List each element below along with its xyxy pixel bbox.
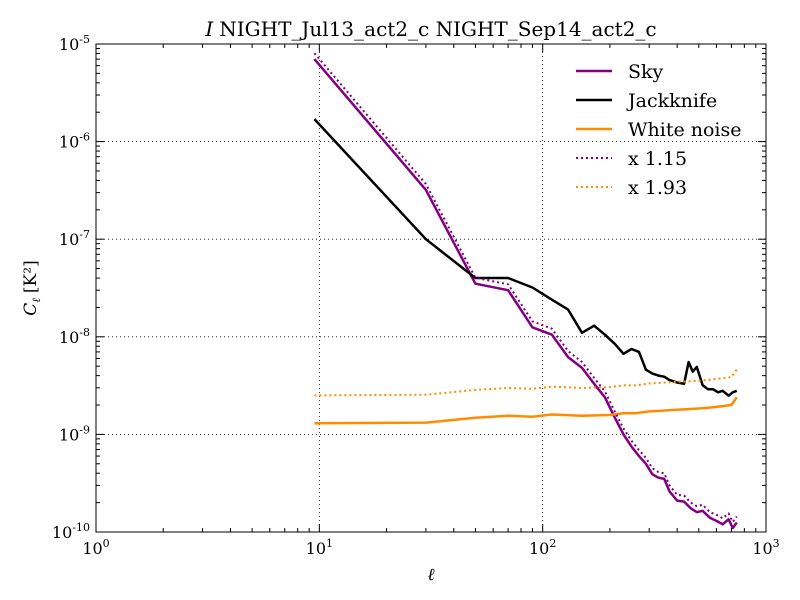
legend-label: x 1.15 xyxy=(628,148,687,170)
ticks: 100 101 102 103 10-10 10-9 10-8 10-7 10-6 10-5 xyxy=(52,33,780,558)
legend: Sky Jackknife White noise x 1.15 x 1.93 xyxy=(576,61,742,199)
y-tick-label: 10-10 xyxy=(52,521,90,542)
y-tick-label: 10-8 xyxy=(59,326,90,347)
legend-label: Sky xyxy=(628,61,664,83)
y-tick-label: 10-9 xyxy=(59,423,90,444)
y-tick-label: 10-6 xyxy=(59,131,90,152)
x-tick-label: 100 xyxy=(82,537,109,558)
legend-label: White noise xyxy=(628,119,742,141)
x-tick-label: 103 xyxy=(752,537,779,558)
x-axis-label: ℓ xyxy=(427,565,434,585)
legend-label: x 1.93 xyxy=(628,177,687,199)
grid xyxy=(96,44,766,532)
series-line-3 xyxy=(314,396,738,425)
chart-title: I NIGHT_Jul13_act2_c NIGHT_Sep14_act2_c xyxy=(204,17,656,41)
series-layer xyxy=(313,52,738,530)
y-tick-label: 10-5 xyxy=(59,33,90,54)
legend-label: Jackknife xyxy=(626,90,717,112)
y-axis-label: Cℓ[K²] xyxy=(21,260,43,315)
series-line-2 xyxy=(313,118,738,397)
x-tick-label: 102 xyxy=(529,537,556,558)
y-tick-label: 10-7 xyxy=(59,228,90,249)
x-tick-label: 101 xyxy=(306,537,333,558)
series-line-1 xyxy=(313,58,738,530)
plot-frame xyxy=(95,43,767,533)
